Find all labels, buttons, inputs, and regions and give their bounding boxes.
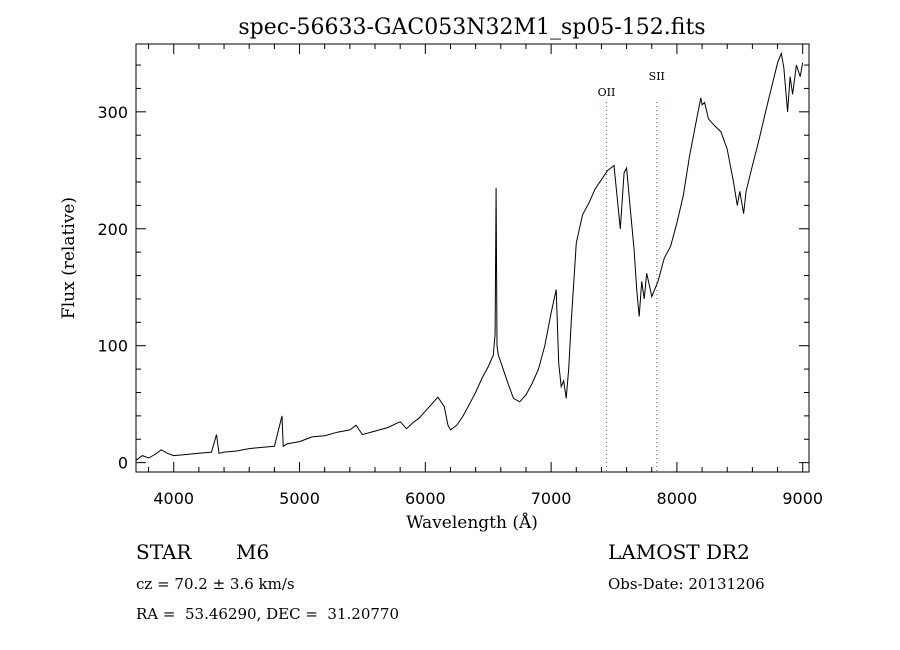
survey-name: LAMOST DR2 bbox=[608, 540, 750, 564]
x-tick-label: 9000 bbox=[782, 489, 823, 508]
x-tick-label: 5000 bbox=[279, 489, 320, 508]
plot-frame bbox=[135, 43, 810, 473]
marker-label: OII bbox=[598, 86, 616, 99]
object-class: STAR bbox=[136, 540, 192, 564]
x-tick-label: 7000 bbox=[531, 489, 572, 508]
y-tick-label: 200 bbox=[97, 220, 128, 239]
x-tick-label: 6000 bbox=[405, 489, 446, 508]
line-markers: OII SII bbox=[598, 70, 665, 472]
chart-title: spec-56633-GAC053N32M1_sp05-152.fits bbox=[238, 15, 705, 40]
marker-label: SII bbox=[649, 70, 665, 83]
y-axis-ticks: 0 100 200 300 bbox=[97, 64, 809, 473]
x-axis-ticks: 4000 5000 6000 7000 8000 9000 bbox=[148, 44, 823, 508]
spectrum-line bbox=[135, 51, 804, 461]
x-tick-label: 8000 bbox=[657, 489, 698, 508]
observation-date: Obs-Date: 20131206 bbox=[608, 575, 765, 593]
y-tick-label: 100 bbox=[97, 337, 128, 356]
x-axis-label: Wavelength (Å) bbox=[406, 512, 538, 533]
x-tick-label: 4000 bbox=[153, 489, 194, 508]
coordinates: RA = 53.46290, DEC = 31.20770 bbox=[136, 605, 400, 623]
y-tick-label: 0 bbox=[118, 454, 128, 473]
y-tick-label: 300 bbox=[97, 103, 128, 122]
redshift-velocity: cz = 70.2 ± 3.6 km/s bbox=[136, 575, 295, 593]
object-subclass: M6 bbox=[236, 540, 270, 564]
y-axis-label: Flux (relative) bbox=[59, 197, 79, 319]
